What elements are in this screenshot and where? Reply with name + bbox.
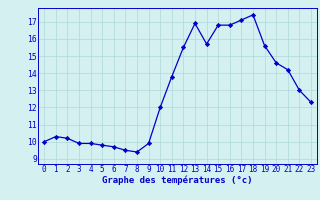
X-axis label: Graphe des températures (°c): Graphe des températures (°c)	[102, 176, 253, 185]
